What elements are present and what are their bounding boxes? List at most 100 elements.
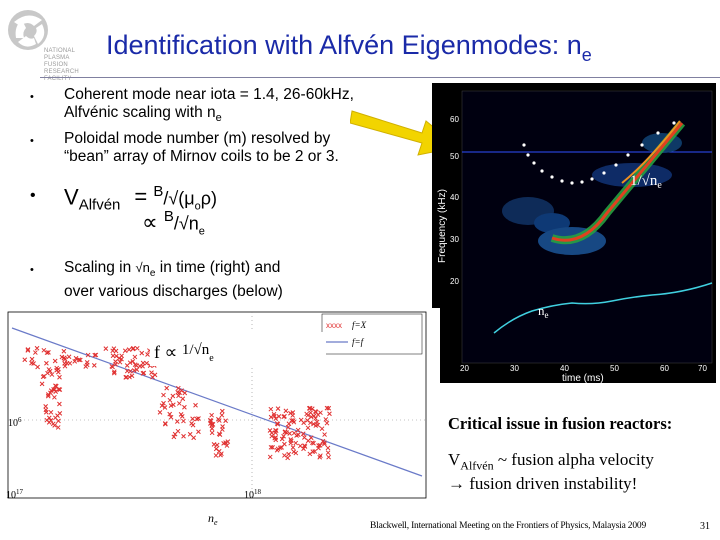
scatter-point [144, 360, 149, 366]
scatter-point [33, 350, 38, 355]
scatter-point [314, 419, 320, 425]
university-logo-icon [8, 10, 48, 50]
y-tick: 40 [450, 193, 459, 202]
scatter-point [287, 431, 293, 436]
scatter-point [182, 390, 188, 396]
footer-citation: Blackwell, International Meeting on the … [370, 521, 647, 531]
scatter-point [267, 454, 273, 460]
scatter-point [271, 411, 277, 417]
scatter-point [167, 397, 173, 403]
instability-text: → fusion driven instability! [448, 474, 638, 493]
scatter-point [149, 370, 154, 376]
scatter-points [22, 345, 332, 461]
scatter-point [126, 347, 132, 352]
scatter-point [124, 368, 130, 374]
scatter-point [325, 450, 331, 456]
scatter-point [270, 445, 275, 450]
scatter-plot: xxxx f=X f=f f ∝ 1/√ne 106 1017 1018 ne [0, 308, 440, 540]
scatter-point [293, 440, 299, 446]
scatter-point [273, 437, 279, 443]
scatter-point [52, 387, 57, 392]
scatter-point [320, 438, 326, 444]
scatter-point [322, 441, 327, 447]
scatter-point [25, 347, 31, 352]
scatter-point [268, 406, 274, 412]
valfven-sub: Alfvén [460, 458, 494, 473]
scatter-point [52, 394, 57, 400]
scatter-point [127, 374, 132, 380]
scatter-point [279, 445, 285, 450]
y-tick: 60 [450, 115, 459, 124]
scatter-point [279, 436, 285, 442]
scatter-point [164, 385, 170, 391]
scatter-point [190, 422, 196, 428]
formula-b: B [163, 207, 174, 225]
scatter-point [25, 348, 31, 353]
scatter-point [114, 353, 119, 359]
scatter-point [130, 359, 136, 364]
scatter-point [289, 418, 294, 423]
scatter-point [141, 370, 147, 376]
scatter-point [109, 363, 115, 369]
scatter-point [308, 420, 313, 426]
scatter-point [73, 355, 79, 361]
scatter-point [318, 453, 323, 459]
scatter-point [181, 433, 186, 439]
scatter-point [44, 360, 49, 366]
scatter-point [132, 362, 138, 368]
scatter-point [283, 408, 289, 414]
scatter-point [53, 383, 59, 389]
scatter-point [131, 368, 137, 373]
scatter-point [324, 405, 330, 411]
scatter-point [39, 381, 45, 387]
scatter-point [196, 416, 201, 421]
spectrogram-ylabel: Frequency (kHz) [437, 189, 448, 263]
scatter-point [282, 453, 287, 458]
scatter-point [132, 354, 138, 360]
scatter-point [275, 406, 281, 411]
scatter-point [288, 410, 293, 416]
scatter-point [57, 387, 63, 392]
scatter-point [161, 400, 166, 406]
scatter-point [111, 369, 117, 375]
logo-text-line: NATIONAL [44, 48, 76, 54]
scatter-point [223, 440, 228, 446]
scatter-point [295, 427, 301, 433]
scatter-point [311, 440, 316, 446]
formula-v: V [64, 184, 79, 210]
scatter-point [45, 393, 51, 399]
scatter-point [46, 415, 52, 421]
scatter-point [219, 427, 225, 432]
logo-text-line: FACILITY [44, 76, 72, 82]
scatter-point [313, 416, 318, 421]
annotation-f-prop: f ∝ 1/√ne [154, 342, 214, 364]
scatter-point [319, 426, 325, 432]
scatter-point [326, 405, 332, 411]
scatter-point [134, 367, 140, 372]
valfven-text: VAlfvén ~ fusion alpha velocity [448, 450, 654, 473]
scatter-point [325, 445, 331, 451]
title-divider [40, 77, 720, 78]
scatter-point [281, 433, 286, 439]
scatter-point [167, 411, 173, 417]
formula-rhs: /√(μ [163, 188, 195, 209]
bullet-dot: • [30, 135, 34, 147]
scatter-point [302, 435, 307, 440]
scatter-point [274, 421, 280, 426]
scatter-point [176, 393, 181, 399]
x-tick: 70 [698, 364, 707, 373]
formula-sub: e [198, 225, 205, 238]
x-tick: 50 [610, 364, 619, 373]
scatter-point [211, 442, 217, 447]
scatter-point [130, 345, 136, 351]
scatter-point [93, 352, 99, 358]
scatter-point [43, 403, 49, 409]
scatter-point [117, 359, 123, 365]
scatter-point [62, 356, 68, 362]
scatter-point [29, 356, 35, 362]
scatter-point [311, 421, 316, 427]
scatter-point [55, 425, 61, 430]
valfven-v: V [448, 450, 461, 469]
scatter-point [66, 354, 72, 360]
scatter-point [113, 348, 119, 354]
